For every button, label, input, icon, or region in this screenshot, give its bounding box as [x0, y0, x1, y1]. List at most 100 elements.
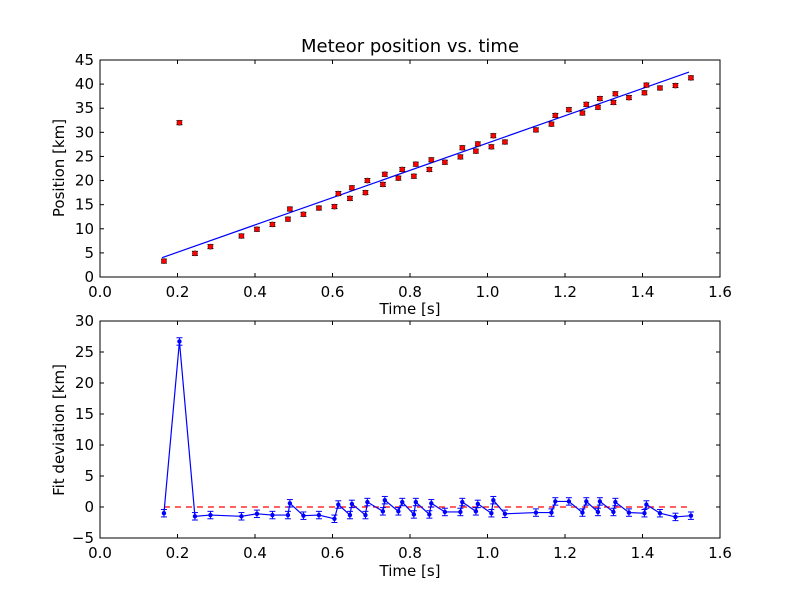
measurement-point [395, 175, 402, 181]
deviation-point [657, 511, 663, 516]
position-chart-y-tick-label: 20 [75, 172, 94, 190]
measurement-point [254, 226, 260, 233]
deviation-chart-y-tick-label: −5 [72, 529, 94, 547]
position-chart-y-tick-label: 40 [75, 75, 94, 93]
measurement-point [335, 190, 342, 197]
position-chart: Meteor position vs. time 0.0 0.2 0.4 0.6 0.8… [50, 36, 732, 318]
position-chart-title: Meteor position vs. time [301, 36, 519, 57]
position-chart-y-tick-label: 0 [84, 268, 94, 286]
deviation-point [644, 502, 649, 507]
measurement-point [595, 104, 601, 111]
position-chart-y-tick-label: 10 [75, 220, 94, 238]
position-chart-x-tick-label: 1.2 [553, 283, 577, 301]
position-chart-x-tick-label: 0.2 [166, 283, 190, 301]
position-chart-x-label: Time [s] [379, 300, 441, 318]
deviation-point [382, 497, 388, 503]
position-chart-ticks: 0.0 0.2 0.4 0.6 0.8 1.0 1.2 1.4 1.6 0 5 10 15 20 25 30 3… [75, 51, 732, 301]
measurement-point [238, 233, 245, 239]
position-chart-y-label: Position [km] [50, 119, 68, 217]
deviation-chart-x-tick-label: 0.4 [243, 544, 267, 562]
deviation-chart: 0.0 0.2 0.4 0.6 0.8 1.0 1.2 1.4 1.6 −5 0 5 10 15 20 25 3… [50, 312, 732, 580]
deviation-point [566, 499, 572, 504]
deviation-point [673, 514, 678, 520]
deviation-point [595, 509, 601, 515]
deviation-point [396, 509, 401, 514]
deviation-point [380, 509, 386, 514]
measurement-point [380, 181, 386, 188]
measurement-point [347, 195, 353, 202]
deviation-point [208, 512, 213, 518]
measurement-point [411, 173, 417, 180]
measurement-point [475, 141, 481, 147]
measurement-point [399, 166, 406, 173]
position-chart-x-tick-label: 1.0 [476, 283, 500, 301]
deviation-point [287, 501, 293, 506]
deviation-point [413, 499, 419, 505]
measurement-point [285, 216, 291, 222]
measurement-point [597, 95, 603, 102]
deviation-point [597, 499, 603, 504]
measurement-point [457, 154, 464, 160]
measurement-point [473, 148, 479, 154]
deviation-point [584, 499, 589, 504]
deviation-point [192, 514, 198, 519]
measurement-point [287, 206, 293, 212]
deviation-point [411, 512, 417, 517]
deviation-point [626, 510, 632, 515]
deviation-point [502, 511, 508, 517]
deviation-point [254, 511, 260, 517]
deviation-chart-x-tick-label: 0.2 [166, 544, 190, 562]
deviation-chart-y-label: Fit deviation [km] [50, 364, 68, 496]
measurement-point [442, 159, 448, 166]
measurement-point [364, 177, 371, 184]
measurement-point [413, 161, 419, 167]
measurement-point [533, 127, 539, 133]
deviation-point [611, 509, 616, 515]
position-chart-x-tick-label: 0.8 [398, 283, 422, 301]
measurement-point [566, 106, 572, 113]
deviation-point [316, 512, 322, 518]
deviation-point [336, 502, 341, 507]
measurement-point [331, 203, 338, 210]
position-chart-x-tick-label: 1.6 [708, 283, 732, 301]
deviation-point [239, 514, 244, 519]
deviation-point [365, 499, 370, 505]
deviation-point [533, 510, 539, 515]
deviation-chart-y-tick-label: 20 [75, 374, 94, 392]
deviation-point [363, 512, 368, 518]
measurement-point [552, 112, 559, 119]
measurement-point [490, 132, 497, 139]
deviation-point [161, 511, 167, 516]
measurement-point [269, 221, 276, 228]
deviation-point [270, 512, 275, 518]
deviation-chart-x-tick-label: 1.4 [631, 544, 655, 562]
deviation-chart-x-tick-label: 1.6 [708, 544, 732, 562]
measurement-point [300, 211, 307, 218]
deviation-point [400, 499, 405, 505]
deviation-chart-x-tick-label: 1.0 [476, 544, 500, 562]
measurement-point [657, 85, 663, 91]
deviation-point [549, 510, 554, 515]
position-chart-x-tick-label: 1.4 [631, 283, 655, 301]
measurement-point [382, 171, 388, 178]
deviation-point [553, 499, 558, 504]
measurement-point [548, 121, 555, 127]
measurement-point [626, 94, 632, 101]
position-chart-y-tick-label: 25 [75, 147, 94, 165]
measurement-point [643, 82, 650, 88]
position-chart-marks [160, 71, 694, 264]
deviation-point [460, 499, 465, 505]
deviation-point [349, 501, 355, 507]
position-chart-y-tick-label: 35 [75, 99, 94, 117]
deviation-point [285, 512, 291, 518]
measurement-point [362, 189, 369, 196]
deviation-point [442, 509, 448, 515]
deviation-point [347, 512, 353, 518]
measurement-point [610, 99, 617, 106]
deviation-chart-y-tick-label: 5 [84, 467, 94, 485]
measurement-point [502, 139, 508, 145]
deviation-point [177, 339, 182, 344]
deviation-chart-ticks: 0.0 0.2 0.4 0.6 0.8 1.0 1.2 1.4 1.6 −5 0 5 10 15 20 25 3… [72, 312, 732, 562]
deviation-point [429, 501, 434, 506]
